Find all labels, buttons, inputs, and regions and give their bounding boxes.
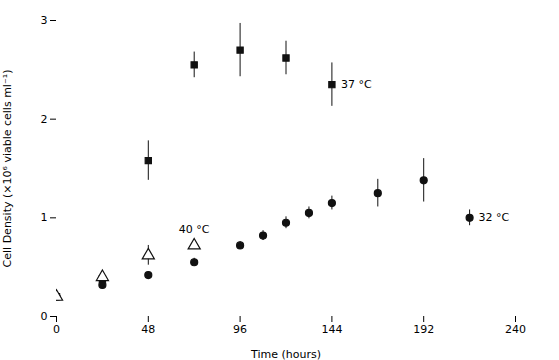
svg-text:3: 3	[41, 14, 48, 27]
svg-text:1: 1	[41, 211, 48, 224]
svg-text:96: 96	[233, 323, 247, 336]
svg-text:48: 48	[141, 323, 155, 336]
svg-text:192: 192	[413, 323, 434, 336]
svg-text:Cell Density (×10⁶ viable cell: Cell Density (×10⁶ viable cells ml⁻¹)	[1, 70, 14, 268]
svg-text:240: 240	[505, 323, 526, 336]
svg-text:37 °C: 37 °C	[341, 78, 372, 91]
svg-text:2: 2	[41, 113, 48, 126]
svg-text:0: 0	[41, 310, 48, 323]
svg-text:144: 144	[321, 323, 342, 336]
svg-text:Time (hours): Time (hours)	[250, 348, 321, 360]
svg-text:40 °C: 40 °C	[179, 223, 210, 236]
svg-text:0: 0	[53, 323, 60, 336]
svg-text:32 °C: 32 °C	[479, 211, 510, 224]
